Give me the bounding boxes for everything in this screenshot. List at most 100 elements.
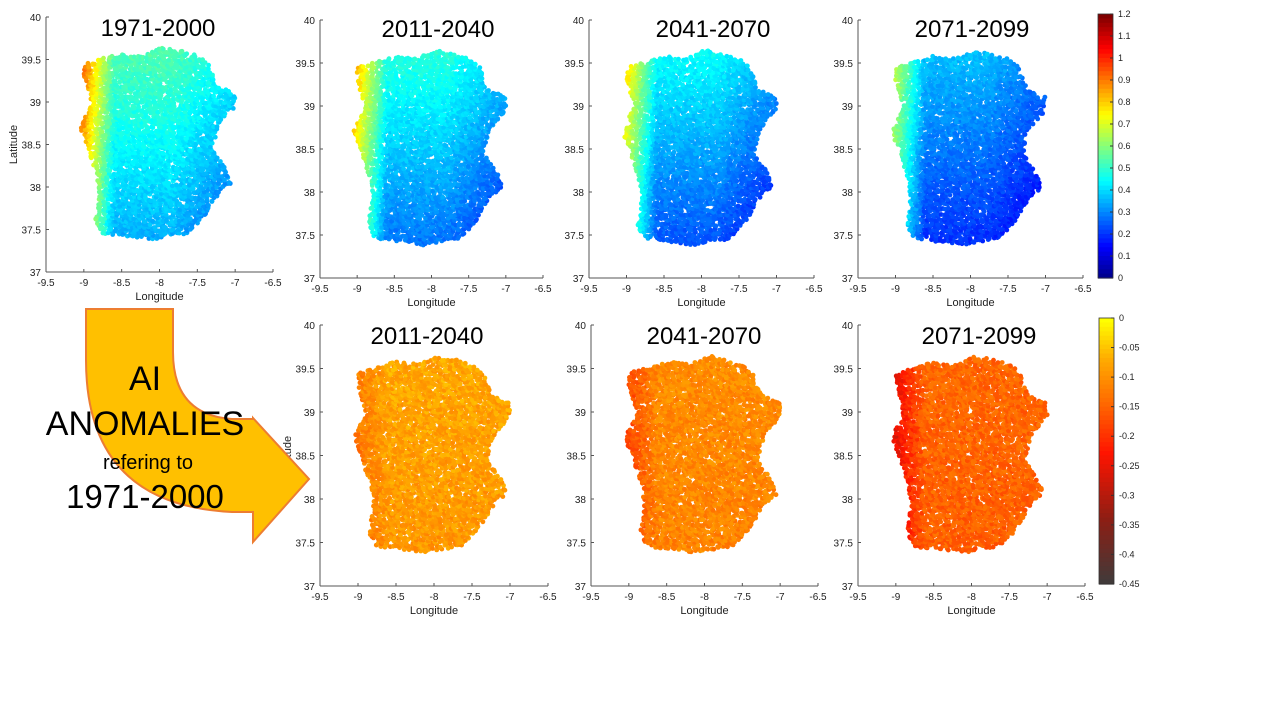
station-point: [456, 221, 462, 227]
x-tick-label: -8: [155, 278, 164, 289]
station-point: [375, 164, 381, 170]
station-point: [128, 94, 134, 99]
x-tick-label: -9.5: [37, 278, 55, 289]
station-point: [101, 55, 106, 61]
station-point: [484, 155, 489, 161]
y-tick-label: 37: [30, 268, 42, 279]
station-point: [200, 57, 206, 63]
station-point: [92, 61, 97, 67]
station-point: [172, 49, 177, 54]
station-point: [396, 107, 402, 113]
station-point: [417, 182, 423, 188]
station-point: [370, 143, 375, 149]
station-point: [103, 186, 109, 192]
map-panel: -9.5 -9 -8.5 -8 -7.5 -7 -6.53737.53838.53939.5…: [296, 16, 553, 309]
panel-title: 1971-2000: [101, 15, 216, 42]
x-tick-label: -6.5: [264, 278, 282, 289]
station-point: [370, 188, 375, 194]
station-point: [432, 170, 438, 176]
station-point: [184, 51, 190, 57]
x-tick-label: -8.5: [113, 278, 131, 289]
station-point: [207, 192, 213, 198]
station-point: [180, 157, 186, 163]
station-point: [495, 172, 501, 178]
x-tick-label: -7.5: [189, 278, 207, 289]
station-point: [501, 101, 507, 107]
station-point: [393, 188, 399, 194]
station-point: [126, 106, 131, 111]
station-point: [121, 209, 127, 215]
station-point: [455, 182, 461, 188]
station-point: [187, 191, 193, 197]
station-point: [135, 169, 140, 174]
station-point: [169, 183, 175, 189]
station-point: [485, 122, 490, 128]
station-point: [182, 189, 188, 195]
station-point: [144, 124, 150, 130]
station-point: [163, 225, 168, 231]
station-point: [169, 219, 175, 224]
station-point: [171, 70, 177, 75]
station-point: [149, 49, 155, 55]
station-point: [440, 194, 446, 200]
station-point: [378, 143, 384, 149]
station-point: [176, 218, 182, 224]
station-point: [147, 82, 153, 87]
station-point: [150, 218, 155, 224]
x-tick-label: -9: [79, 278, 88, 289]
station-point: [115, 189, 121, 195]
station-point: [127, 201, 132, 207]
station-point: [137, 221, 142, 226]
station-point: [179, 48, 185, 54]
station-point: [419, 213, 425, 218]
station-point: [168, 201, 174, 206]
station-point: [173, 88, 179, 94]
station-point: [450, 140, 456, 146]
station-point: [144, 76, 150, 82]
station-point: [163, 212, 169, 218]
station-point: [152, 99, 158, 105]
station-point: [187, 148, 193, 154]
station-point: [148, 198, 154, 204]
station-point: [123, 177, 129, 183]
station-point: [149, 130, 155, 136]
station-point: [214, 155, 220, 161]
station-point: [89, 130, 94, 136]
station-point: [206, 180, 212, 186]
station-point: [91, 135, 97, 141]
station-point: [224, 173, 230, 179]
station-point: [210, 112, 216, 118]
station-point: [192, 91, 198, 97]
station-point: [174, 182, 180, 188]
station-point: [400, 149, 406, 155]
station-point: [484, 179, 490, 185]
station-point: [160, 46, 166, 52]
station-point: [382, 122, 388, 128]
station-point: [136, 117, 142, 123]
station-point: [453, 166, 458, 172]
station-point: [113, 109, 119, 115]
station-point: [483, 140, 488, 145]
station-point: [115, 182, 121, 188]
station-point: [174, 198, 180, 204]
station-point: [222, 177, 227, 183]
station-point: [231, 94, 237, 100]
station-point: [443, 143, 449, 149]
station-point: [167, 46, 173, 52]
station-point: [142, 144, 147, 150]
station-point: [174, 165, 179, 171]
station-point: [216, 85, 222, 91]
station-point: [131, 54, 137, 60]
x-tick-label: -7: [231, 278, 240, 289]
station-point: [163, 124, 169, 130]
station-point: [85, 60, 91, 66]
station-point: [206, 203, 211, 208]
station-point: [226, 180, 232, 185]
station-point: [216, 189, 221, 195]
station-point: [210, 186, 216, 192]
station-point: [425, 212, 430, 218]
station-point: [176, 94, 182, 100]
x-axis-label: Longitude: [135, 291, 183, 303]
y-tick-label: 37.5: [22, 226, 42, 237]
